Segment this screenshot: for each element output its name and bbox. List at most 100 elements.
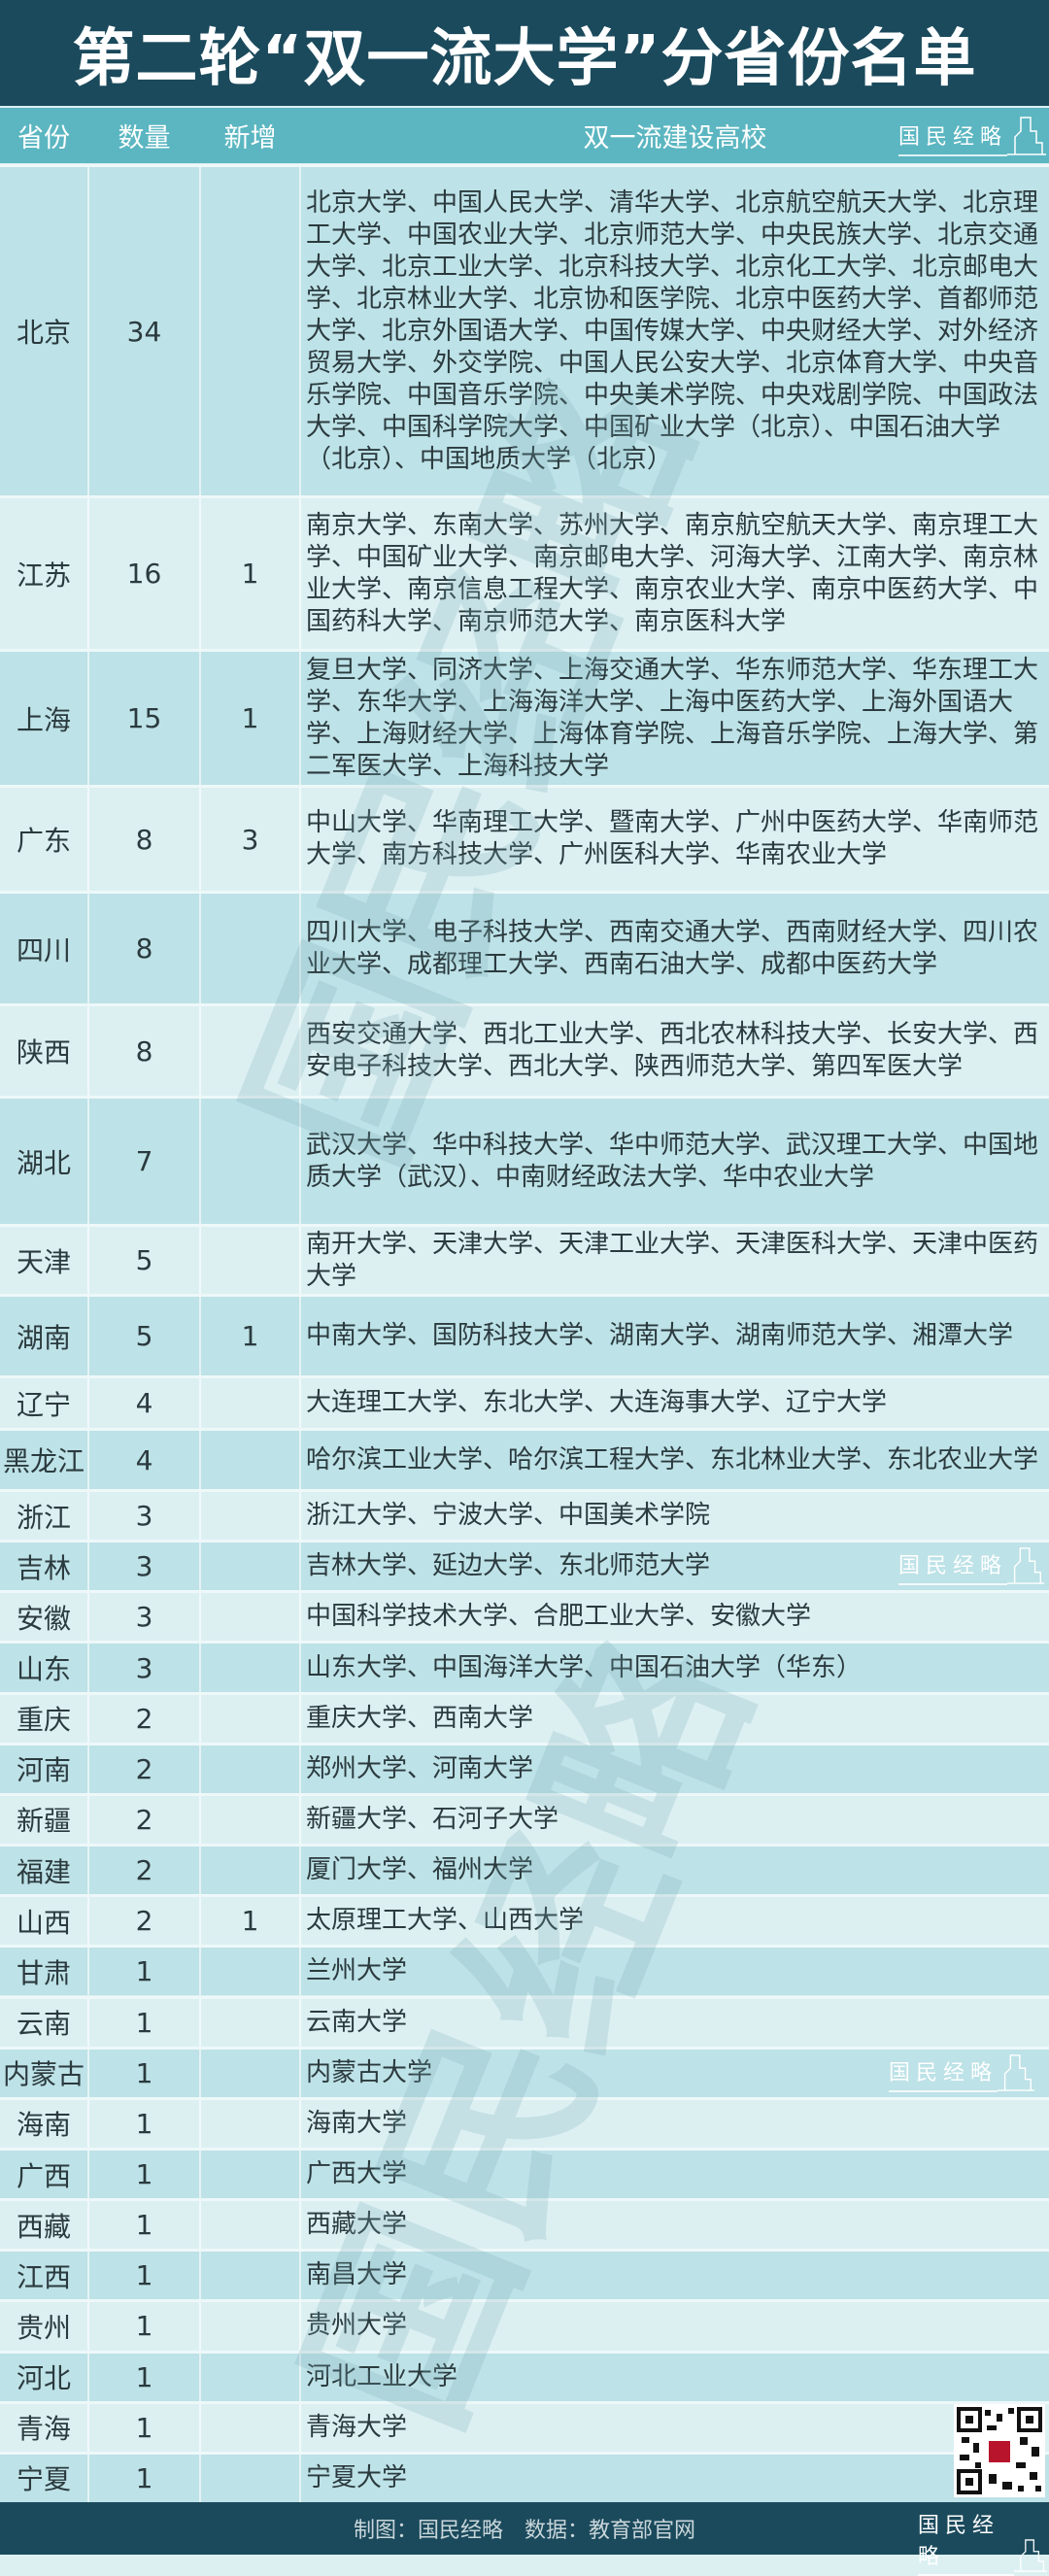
column-divider xyxy=(87,2049,89,2097)
universities-list: 青海大学 xyxy=(306,2412,408,2442)
universities-list: 太原理工大学、山西大学 xyxy=(306,1906,585,1936)
brand-logo: 国民经略 xyxy=(898,1546,1046,1586)
column-divider xyxy=(299,2150,301,2199)
column-divider xyxy=(87,1492,89,1541)
column-divider xyxy=(87,1593,89,1642)
column-divider xyxy=(299,2252,301,2300)
new-count-cell xyxy=(201,2455,299,2502)
column-divider xyxy=(87,652,89,785)
universities-cell: 山东大学、中国海洋大学、中国石油大学（华东） xyxy=(301,1644,1049,1691)
count-cell: 1 xyxy=(135,2107,153,2140)
universities-cell: 青海大学 xyxy=(301,2404,1049,2452)
universities-list: 海南大学 xyxy=(306,2108,408,2138)
column-divider xyxy=(87,498,89,649)
province-cell: 云南 xyxy=(16,2008,71,2041)
column-divider xyxy=(299,167,301,495)
universities-list: 南昌大学 xyxy=(306,2260,408,2290)
column-divider xyxy=(299,1431,301,1489)
province-cell: 青海 xyxy=(16,2413,71,2446)
column-divider xyxy=(299,1948,301,1996)
province-cell: 贵州 xyxy=(16,2311,71,2344)
column-divider xyxy=(87,1431,89,1489)
column-divider xyxy=(299,1694,301,1743)
universities-list: 哈尔滨工业大学、哈尔滨工程大学、东北林业大学、东北农业大学 xyxy=(306,1444,1039,1474)
universities-cell: 广西大学 xyxy=(301,2151,1049,2198)
universities-cell: 南昌大学 xyxy=(301,2252,1049,2299)
table-header: 省份 数量 新增 双一流建设高校 国民经略 xyxy=(0,108,1049,163)
count-cell: 1 xyxy=(135,2411,153,2444)
table-row: 吉林 3 吉林大学、延边大学、东北师范大学 国民经略 xyxy=(0,1540,1049,1591)
table-row: 陕西 8 西安交通大学、西北工业大学、西北农林科技大学、长安大学、西安电子科技大学、… xyxy=(0,1003,1049,1096)
column-divider xyxy=(199,1745,201,1793)
new-count-cell xyxy=(201,1948,299,1995)
new-count-cell xyxy=(201,1593,299,1641)
new-count-cell: 1 xyxy=(241,558,259,590)
count-cell: 2 xyxy=(135,1752,153,1785)
universities-cell: 贵州大学 xyxy=(301,2302,1049,2350)
column-divider xyxy=(199,1998,201,2047)
table-row: 四川 8 四川大学、电子科技大学、西南交通大学、西南财经大学、四川农业大学、成都理工… xyxy=(0,891,1049,1003)
universities-cell: 哈尔滨工业大学、哈尔滨工程大学、东北林业大学、东北农业大学 xyxy=(301,1431,1049,1489)
column-divider xyxy=(299,1099,301,1224)
new-count-cell xyxy=(201,1999,299,2047)
column-divider xyxy=(199,788,201,891)
universities-cell: 四川大学、电子科技大学、西南交通大学、西南财经大学、四川农业大学、成都理工大学、… xyxy=(301,894,1049,1003)
count-cell: 4 xyxy=(135,1443,153,1476)
count-cell: 16 xyxy=(126,558,162,590)
new-count-cell xyxy=(201,1492,299,1540)
universities-cell: 北京大学、中国人民大学、清华大学、北京航空航天大学、北京理工大学、中国农业大学、… xyxy=(301,167,1049,495)
table-row: 辽宁 4 大连理工大学、东北大学、大连海事大学、辽宁大学 xyxy=(0,1375,1049,1428)
count-cell: 1 xyxy=(135,2259,153,2292)
universities-list: 新疆大学、石河子大学 xyxy=(306,1804,559,1834)
column-divider xyxy=(299,1378,301,1428)
qr-code[interactable] xyxy=(954,2404,1045,2497)
count-cell: 3 xyxy=(135,1550,153,1583)
new-count-cell xyxy=(201,1847,299,1894)
column-divider xyxy=(87,1099,89,1224)
footer: 制图：国民经略 数据：教育部官网 国民经略 xyxy=(0,2502,1049,2576)
province-cell: 江西 xyxy=(16,2260,71,2293)
universities-cell: 河北工业大学 xyxy=(301,2354,1049,2401)
column-divider xyxy=(87,1297,89,1375)
universities-cell: 内蒙古大学 xyxy=(301,2050,1049,2097)
universities-cell: 中山大学、华南理工大学、暨南大学、广州中医药大学、华南师范大学、南方科技大学、广… xyxy=(301,788,1049,891)
universities-list: 河北工业大学 xyxy=(306,2361,458,2391)
province-cell: 甘肃 xyxy=(16,1956,71,1989)
new-count-cell xyxy=(201,2100,299,2148)
new-count-cell xyxy=(201,2404,299,2452)
universities-cell: 宁夏大学 xyxy=(301,2455,1049,2502)
column-divider xyxy=(299,2353,301,2401)
table-row: 广东 8 3 中山大学、华南理工大学、暨南大学、广州中医药大学、华南师范大学、南方科技… xyxy=(0,785,1049,891)
universities-cell: 太原理工大学、山西大学 xyxy=(301,1897,1049,1945)
universities-list: 郑州大学、河南大学 xyxy=(306,1753,534,1783)
new-count-cell xyxy=(201,1431,299,1489)
count-cell: 3 xyxy=(135,1500,153,1533)
count-cell: 3 xyxy=(135,1651,153,1684)
column-divider xyxy=(199,2201,201,2250)
universities-list: 吉林大学、延边大学、东北师范大学 xyxy=(306,1551,711,1581)
column-divider xyxy=(87,1998,89,2047)
count-cell: 1 xyxy=(135,2158,153,2190)
table-row: 宁夏 1 宁夏大学 xyxy=(0,2451,1049,2502)
count-cell: 8 xyxy=(135,823,153,856)
new-count-cell xyxy=(201,1227,299,1294)
table-row: 山东 3 山东大学、中国海洋大学、中国石油大学（华东） xyxy=(0,1641,1049,1692)
count-cell: 34 xyxy=(126,315,162,348)
table-row: 浙江 3 浙江大学、宁波大学、中国美术学院 xyxy=(0,1489,1049,1541)
column-divider xyxy=(199,1297,201,1375)
column-divider xyxy=(87,2353,89,2401)
column-divider xyxy=(299,1542,301,1591)
building-icon xyxy=(1007,1547,1045,1584)
table-row: 云南 1 云南大学 xyxy=(0,1995,1049,2047)
new-count-cell: 1 xyxy=(241,1905,259,1938)
column-divider xyxy=(87,2302,89,2351)
count-cell: 7 xyxy=(135,1145,153,1177)
universities-list: 贵州大学 xyxy=(306,2311,408,2341)
table-row: 河北 1 河北工业大学 xyxy=(0,2350,1049,2401)
column-divider xyxy=(87,1847,89,1895)
count-cell: 3 xyxy=(135,1601,153,1634)
province-cell: 河北 xyxy=(16,2362,71,2395)
column-divider xyxy=(87,1006,89,1096)
count-cell: 2 xyxy=(135,1854,153,1887)
column-divider xyxy=(299,788,301,891)
